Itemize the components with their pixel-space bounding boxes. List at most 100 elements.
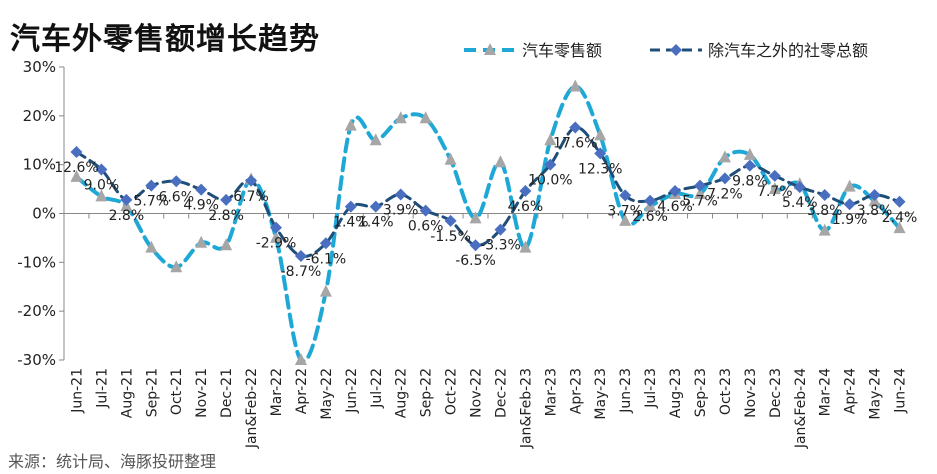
x-tick-label: Aug-22	[394, 368, 410, 418]
x-tick-label: Jan&Feb-22	[244, 368, 260, 449]
x-tick-label: Oct-22	[444, 368, 460, 415]
legend-marker-auto	[484, 43, 496, 55]
y-axis: -30% -20% -10% 0% 10% 20% 30%	[17, 58, 65, 369]
x-tick-label: Apr-24	[843, 368, 859, 414]
data-label: -3.3%	[480, 238, 521, 254]
marker-ex-auto	[95, 163, 108, 176]
x-tick-label: Jun-22	[344, 368, 360, 414]
data-label: 10.0%	[528, 173, 572, 189]
marker-auto	[569, 79, 582, 92]
data-label: 7.7%	[757, 184, 793, 200]
x-tick-label: Mar-24	[818, 368, 834, 416]
data-label: -6.5%	[455, 253, 496, 269]
marker-ex-auto	[694, 179, 706, 192]
marker-auto	[70, 169, 83, 182]
y-tick-label: 0%	[32, 205, 56, 223]
marker-auto	[768, 182, 781, 195]
marker-ex-auto	[394, 188, 407, 201]
chart-title: 汽车外零售额增长趋势	[10, 22, 320, 57]
marker-auto	[195, 235, 208, 248]
series-line-ex-auto	[74, 126, 902, 259]
marker-auto	[893, 221, 906, 234]
x-tick-label: Dec-22	[493, 368, 509, 418]
data-label: 5.7%	[682, 194, 718, 210]
y-tick-label: 10%	[23, 156, 56, 174]
marker-auto	[594, 128, 607, 141]
marker-ex-auto	[718, 172, 731, 185]
x-tick-label: Mar-23	[543, 368, 559, 416]
x-tick-label: Jul-23	[643, 368, 659, 409]
legend: 汽车零售额 除汽车之外的社零总额	[464, 41, 868, 60]
x-tick-label: Aug-21	[119, 368, 135, 418]
x-tick-label: Nov-22	[469, 368, 485, 418]
marker-auto	[619, 213, 632, 226]
marker-auto	[344, 118, 357, 131]
series-line-auto	[74, 84, 902, 364]
marker-ex-auto	[519, 185, 532, 198]
data-label: 1.9%	[832, 212, 868, 228]
y-tick-label: -30%	[17, 351, 56, 369]
marker-ex-auto	[419, 204, 432, 217]
marker-auto	[444, 152, 457, 165]
marker-ex-auto	[569, 121, 582, 134]
marker-auto	[319, 284, 332, 297]
x-tick-label: Aug-23	[668, 368, 684, 418]
x-tick-label: May-24	[868, 368, 884, 420]
data-label: 17.6%	[553, 136, 597, 152]
data-label: 9.8%	[732, 174, 768, 190]
marker-ex-auto	[793, 181, 806, 194]
data-label: 7.2%	[707, 186, 743, 202]
x-tick-label: Jun-24	[893, 368, 909, 414]
data-label: 2.8%	[208, 208, 244, 224]
legend-marker-ex-auto	[670, 44, 682, 56]
data-label: 4.6%	[657, 199, 693, 215]
x-tick-label: Jul-22	[369, 368, 385, 409]
x-tick-label: Jun-23	[618, 368, 634, 414]
data-labels: 12.6%9.0%2.8%5.7%6.6%4.9%2.8%6.7%-2.9%-8…	[54, 136, 917, 280]
y-tick-label: 30%	[23, 58, 56, 76]
data-label: 5.7%	[134, 194, 170, 210]
data-label: -6.1%	[306, 251, 347, 267]
marker-auto	[369, 133, 382, 146]
data-label: 4.6%	[508, 199, 544, 215]
data-label: 0.6%	[408, 219, 444, 235]
marker-ex-auto	[544, 158, 557, 171]
marker-auto	[220, 238, 233, 251]
marker-ex-auto	[644, 194, 657, 207]
y-tick-label: -10%	[17, 253, 56, 271]
data-label: 2.6%	[632, 209, 668, 225]
x-tick-label: Sep-22	[419, 368, 435, 417]
marker-auto	[170, 260, 183, 273]
x-tick-label: Jun-21	[69, 368, 85, 414]
marker-ex-auto	[843, 198, 856, 211]
marker-auto	[818, 223, 831, 236]
marker-ex-auto	[195, 183, 208, 196]
marker-auto	[544, 133, 557, 146]
data-label: 9.0%	[84, 178, 120, 194]
x-tick-label: Jul-21	[94, 368, 110, 409]
marker-ex-auto	[444, 214, 457, 227]
marker-ex-auto	[494, 223, 507, 236]
data-label: 2.8%	[109, 208, 145, 224]
marker-ex-auto	[319, 237, 332, 250]
marker-ex-auto	[768, 169, 781, 182]
data-label: 6.7%	[233, 189, 269, 205]
data-label: -8.7%	[281, 264, 322, 280]
data-label: 3.8%	[857, 203, 893, 219]
marker-ex-auto	[344, 200, 357, 213]
x-tick-label: May-23	[593, 368, 609, 420]
marker-ex-auto	[669, 185, 682, 198]
marker-ex-auto	[743, 159, 756, 172]
data-label: 6.6%	[158, 189, 194, 205]
marker-auto	[95, 189, 108, 202]
marker-auto	[145, 240, 158, 253]
data-label: 12.6%	[54, 160, 98, 176]
y-tick-label: 20%	[23, 107, 56, 125]
x-tick-label: Apr-23	[568, 368, 584, 414]
data-label: 3.9%	[383, 202, 419, 218]
marker-ex-auto	[469, 239, 482, 252]
x-tick-label: May-22	[319, 368, 335, 420]
marker-ex-auto	[893, 195, 906, 208]
x-tick-label: Mar-22	[269, 368, 285, 416]
